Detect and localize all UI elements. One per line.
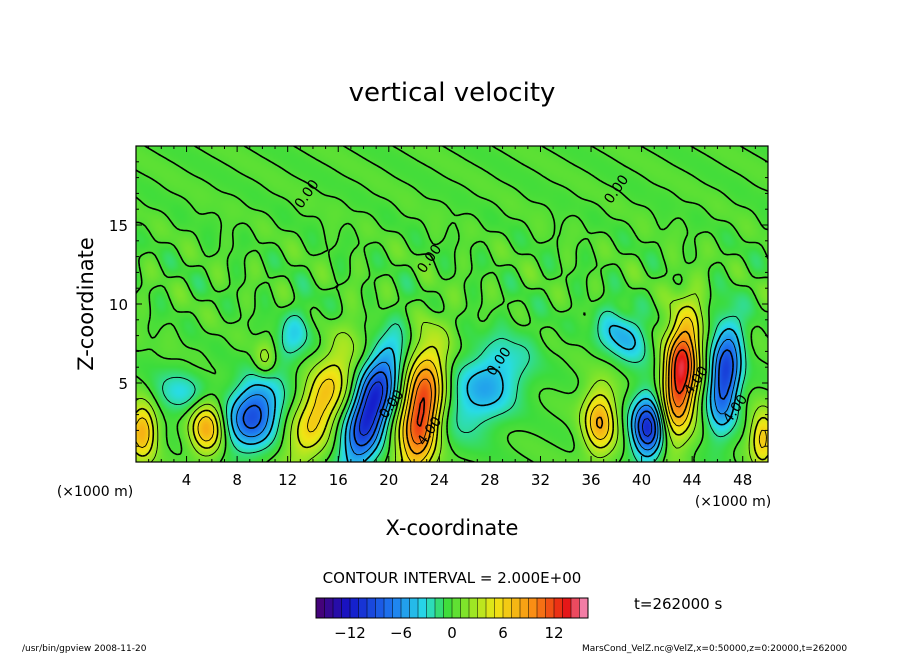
colorbar-cell	[418, 598, 427, 618]
colorbar-cell	[469, 598, 478, 618]
colorbar-cell	[367, 598, 376, 618]
x-tick-label: 48	[733, 471, 752, 489]
colorbar-cell	[316, 598, 325, 618]
x-axis: 4 8 12 16 20 24 28 32 36 40 44 48	[148, 146, 756, 489]
contour-level-neg6	[236, 338, 738, 456]
colorbar-cell	[545, 598, 555, 618]
colorbar-cell	[571, 598, 580, 618]
time-text: t=262000 s	[634, 595, 722, 613]
x-tick-label: 36	[581, 471, 600, 489]
contour-level-4	[136, 305, 768, 462]
contour-level-neg4	[230, 324, 742, 462]
y-axis: 5 10 15	[109, 161, 768, 447]
y-tick-label: 10	[109, 296, 128, 314]
colorbar-cell	[554, 598, 563, 618]
footer-left: /usr/bin/gpview 2008-11-20	[22, 644, 147, 654]
contour-level-12	[416, 348, 690, 428]
colorbar-tick-label: −6	[390, 624, 412, 642]
colorbar: −12 −6 0 6 12	[315, 597, 589, 642]
y-tick-label: 5	[118, 375, 128, 393]
colorbar-cell	[460, 598, 470, 618]
contour-interval-text: CONTOUR INTERVAL = 2.000E+00	[323, 569, 582, 587]
colorbar-cell	[426, 598, 436, 618]
colorbar-cell	[324, 598, 334, 618]
colorbar-cell	[392, 598, 402, 618]
contour-level-8	[405, 330, 696, 455]
contour-level-0	[136, 146, 768, 462]
x-tick-label: 44	[683, 471, 702, 489]
colorbar-cell	[452, 598, 461, 618]
x-tick-label: 40	[632, 471, 651, 489]
x-tick-label: 28	[480, 471, 499, 489]
y-tick-label: 15	[109, 217, 128, 235]
colorbar-cell	[562, 598, 572, 618]
contour-level-6	[136, 316, 767, 462]
x-tick-label: 32	[531, 471, 550, 489]
x-tick-label: 12	[278, 471, 297, 489]
x-tick-label: 16	[329, 471, 348, 489]
colorbar-cell	[401, 598, 410, 618]
colorbar-frame	[315, 597, 589, 619]
x-tick-label: 4	[182, 471, 192, 489]
colorbar-cell	[341, 598, 351, 618]
colorbar-cell	[520, 598, 529, 618]
x-tick-label: 24	[430, 471, 449, 489]
plot-area: 0.00 0.000.000.000.004.004.004.00	[135, 145, 769, 463]
x-axis-unit-left: (×1000 m)	[57, 484, 133, 500]
x-axis-unit-right: (×1000 m)	[695, 494, 771, 510]
colorbar-tick-label: 0	[447, 624, 457, 642]
colorbar-tick-label: 6	[498, 624, 508, 642]
y-axis-label: Z-coordinate	[74, 237, 98, 371]
colorbar-cell	[358, 598, 368, 618]
colorbar-cell	[375, 598, 385, 618]
x-tick-label: 8	[232, 471, 242, 489]
contour-level-10	[410, 340, 692, 445]
colorbar-cell	[503, 598, 512, 618]
chart-title: vertical velocity	[349, 78, 556, 108]
contour-level-neg10	[359, 381, 653, 437]
colorbar-cell	[511, 598, 521, 618]
colorbar-cell	[333, 598, 342, 618]
colorbar-cell	[435, 598, 444, 618]
colorbar-cell	[528, 598, 538, 618]
colorbar-cell	[537, 598, 546, 618]
colorbar-cell	[486, 598, 495, 618]
footer-right: MarsCond_VelZ.nc@VelZ,x=0:50000,z=0:2000…	[582, 644, 847, 654]
contour-level-neg8	[242, 349, 734, 447]
colorbar-cell	[350, 598, 359, 618]
colorbar-cell	[477, 598, 487, 618]
colorbar-tick-label: −12	[334, 624, 366, 642]
colorbar-tick-label: 12	[544, 624, 563, 642]
colorbar-cell	[579, 598, 589, 618]
colorbar-cell	[384, 598, 393, 618]
x-tick-label: 20	[379, 471, 398, 489]
velocity-field-image	[136, 146, 768, 462]
colorbar-cell	[409, 598, 419, 618]
colorbar-cell	[494, 598, 504, 618]
colorbar-cell	[443, 598, 453, 618]
x-axis-label: X-coordinate	[386, 516, 519, 540]
